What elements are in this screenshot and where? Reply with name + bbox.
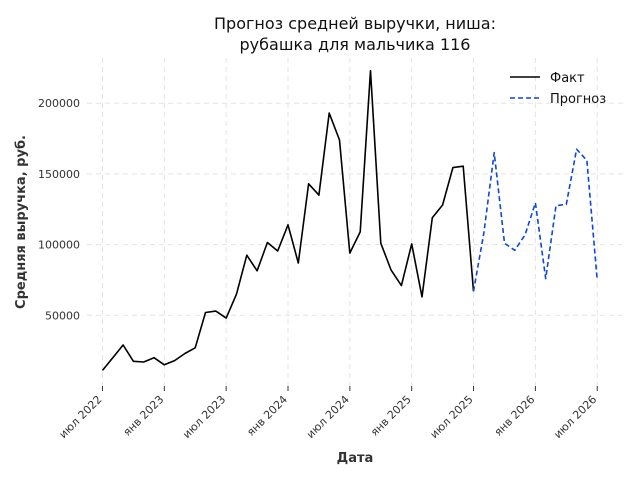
x-axis-ticks: июл 2022 янв 2023 июл 2023 янв 2024 июл 2024… [57, 386, 599, 441]
x-tick-label: янв 2024 [244, 393, 290, 439]
y-tick-label: 200000 [38, 97, 80, 110]
series-layer [101, 69, 598, 371]
y-tick-label: 150000 [38, 168, 80, 181]
series-line-forecast [472, 148, 598, 292]
y-tick-label: 100000 [38, 239, 80, 252]
x-tick-label: июл 2023 [180, 393, 228, 441]
chart-title-line-2: рубашка для мальчика 116 [240, 35, 471, 54]
y-axis-label: Средняя выручка, руб. [14, 135, 29, 309]
legend-label-forecast: Прогноз [550, 92, 606, 107]
x-tick-label: июл 2026 [551, 393, 599, 441]
x-tick-label: июл 2025 [428, 393, 476, 441]
series-line-fact [101, 69, 475, 371]
grid-layer [87, 58, 623, 386]
x-tick-label: июл 2022 [57, 393, 105, 441]
y-tick-label: 50000 [45, 309, 80, 322]
x-tick-label: июл 2024 [304, 393, 352, 441]
x-tick-label: янв 2023 [121, 393, 167, 439]
legend-label-fact: Факт [550, 71, 585, 86]
legend: Факт Прогноз [510, 71, 606, 107]
x-tick-label: янв 2025 [368, 393, 414, 439]
chart-title-line-1: Прогноз средней выручки, ниша: [214, 14, 496, 33]
x-axis-label: Дата [337, 451, 374, 466]
y-axis-ticks: 50000 100000 150000 200000 [38, 97, 80, 322]
x-tick-label: янв 2026 [492, 393, 538, 439]
